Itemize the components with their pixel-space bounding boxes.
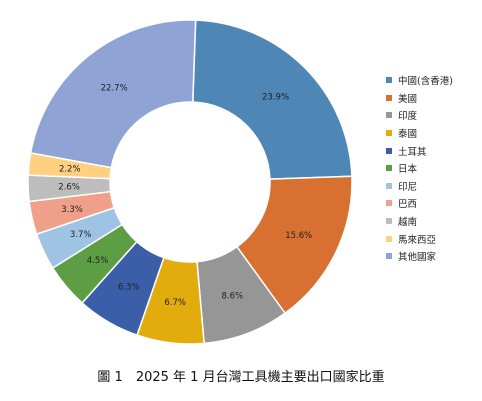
donut-slice bbox=[192, 19, 353, 180]
legend-swatch bbox=[386, 235, 392, 242]
legend-item: 印度 bbox=[386, 108, 453, 123]
legend-item: 泰國 bbox=[386, 126, 453, 141]
legend-label: 泰國 bbox=[398, 129, 418, 141]
slice-value-label: 15.6% bbox=[285, 231, 312, 241]
legend-label: 印尼 bbox=[398, 181, 418, 193]
legend-item: 美國 bbox=[386, 91, 453, 106]
legend-swatch bbox=[386, 112, 392, 119]
slice-value-label: 8.6% bbox=[222, 291, 244, 301]
legend-swatch bbox=[386, 94, 392, 101]
legend-item: 日本 bbox=[386, 161, 453, 176]
legend-item: 土耳其 bbox=[386, 143, 453, 158]
legend-label: 日本 bbox=[398, 164, 418, 176]
legend-item: 越南 bbox=[386, 214, 453, 229]
slice-value-label: 3.3% bbox=[61, 205, 83, 215]
chart-legend: 中國(含香港) 美國印度泰國土耳其日本印尼巴西越南馬來西亞其他國家 bbox=[386, 73, 453, 267]
donut-slice bbox=[29, 19, 197, 169]
legend-swatch bbox=[386, 182, 392, 189]
legend-swatch bbox=[386, 130, 392, 137]
legend-swatch bbox=[386, 165, 392, 172]
legend-item: 中國(含香港) bbox=[386, 73, 453, 88]
donut-chart: 23.9% 15.6% 8.6% 6.7% 6.3% 4.5% 3.7% 3.3% 2.6% 2.… bbox=[27, 19, 353, 345]
legend-label: 其他國家 bbox=[398, 252, 437, 264]
legend-label: 中國(含香港) bbox=[398, 76, 453, 88]
slice-value-label: 6.7% bbox=[164, 298, 186, 308]
slice-value-label: 6.3% bbox=[118, 282, 140, 292]
legend-swatch bbox=[386, 218, 392, 225]
legend-swatch bbox=[386, 147, 392, 154]
legend-swatch bbox=[386, 253, 392, 260]
slice-value-label: 4.5% bbox=[87, 256, 109, 266]
legend-label: 土耳其 bbox=[398, 146, 427, 158]
slice-value-label: 2.2% bbox=[59, 165, 81, 175]
legend-item: 巴西 bbox=[386, 196, 453, 211]
slice-value-label: 3.7% bbox=[70, 230, 92, 240]
legend-swatch bbox=[386, 77, 392, 84]
legend-swatch bbox=[386, 200, 392, 207]
legend-item: 馬來西亞 bbox=[386, 231, 453, 246]
legend-label: 印度 bbox=[398, 111, 418, 123]
legend-label: 巴西 bbox=[398, 199, 418, 211]
slice-value-label: 2.6% bbox=[58, 183, 80, 193]
figure-caption: 圖 1 2025 年 1 月台灣工具機主要出口國家比重 bbox=[97, 370, 385, 385]
legend-item: 其他國家 bbox=[386, 249, 453, 264]
legend-item: 印尼 bbox=[386, 179, 453, 194]
slice-value-label: 22.7% bbox=[101, 84, 128, 94]
slice-value-label: 23.9% bbox=[262, 92, 289, 102]
legend-label: 馬來西亞 bbox=[398, 234, 437, 246]
legend-label: 越南 bbox=[398, 217, 418, 229]
legend-label: 美國 bbox=[398, 93, 418, 105]
